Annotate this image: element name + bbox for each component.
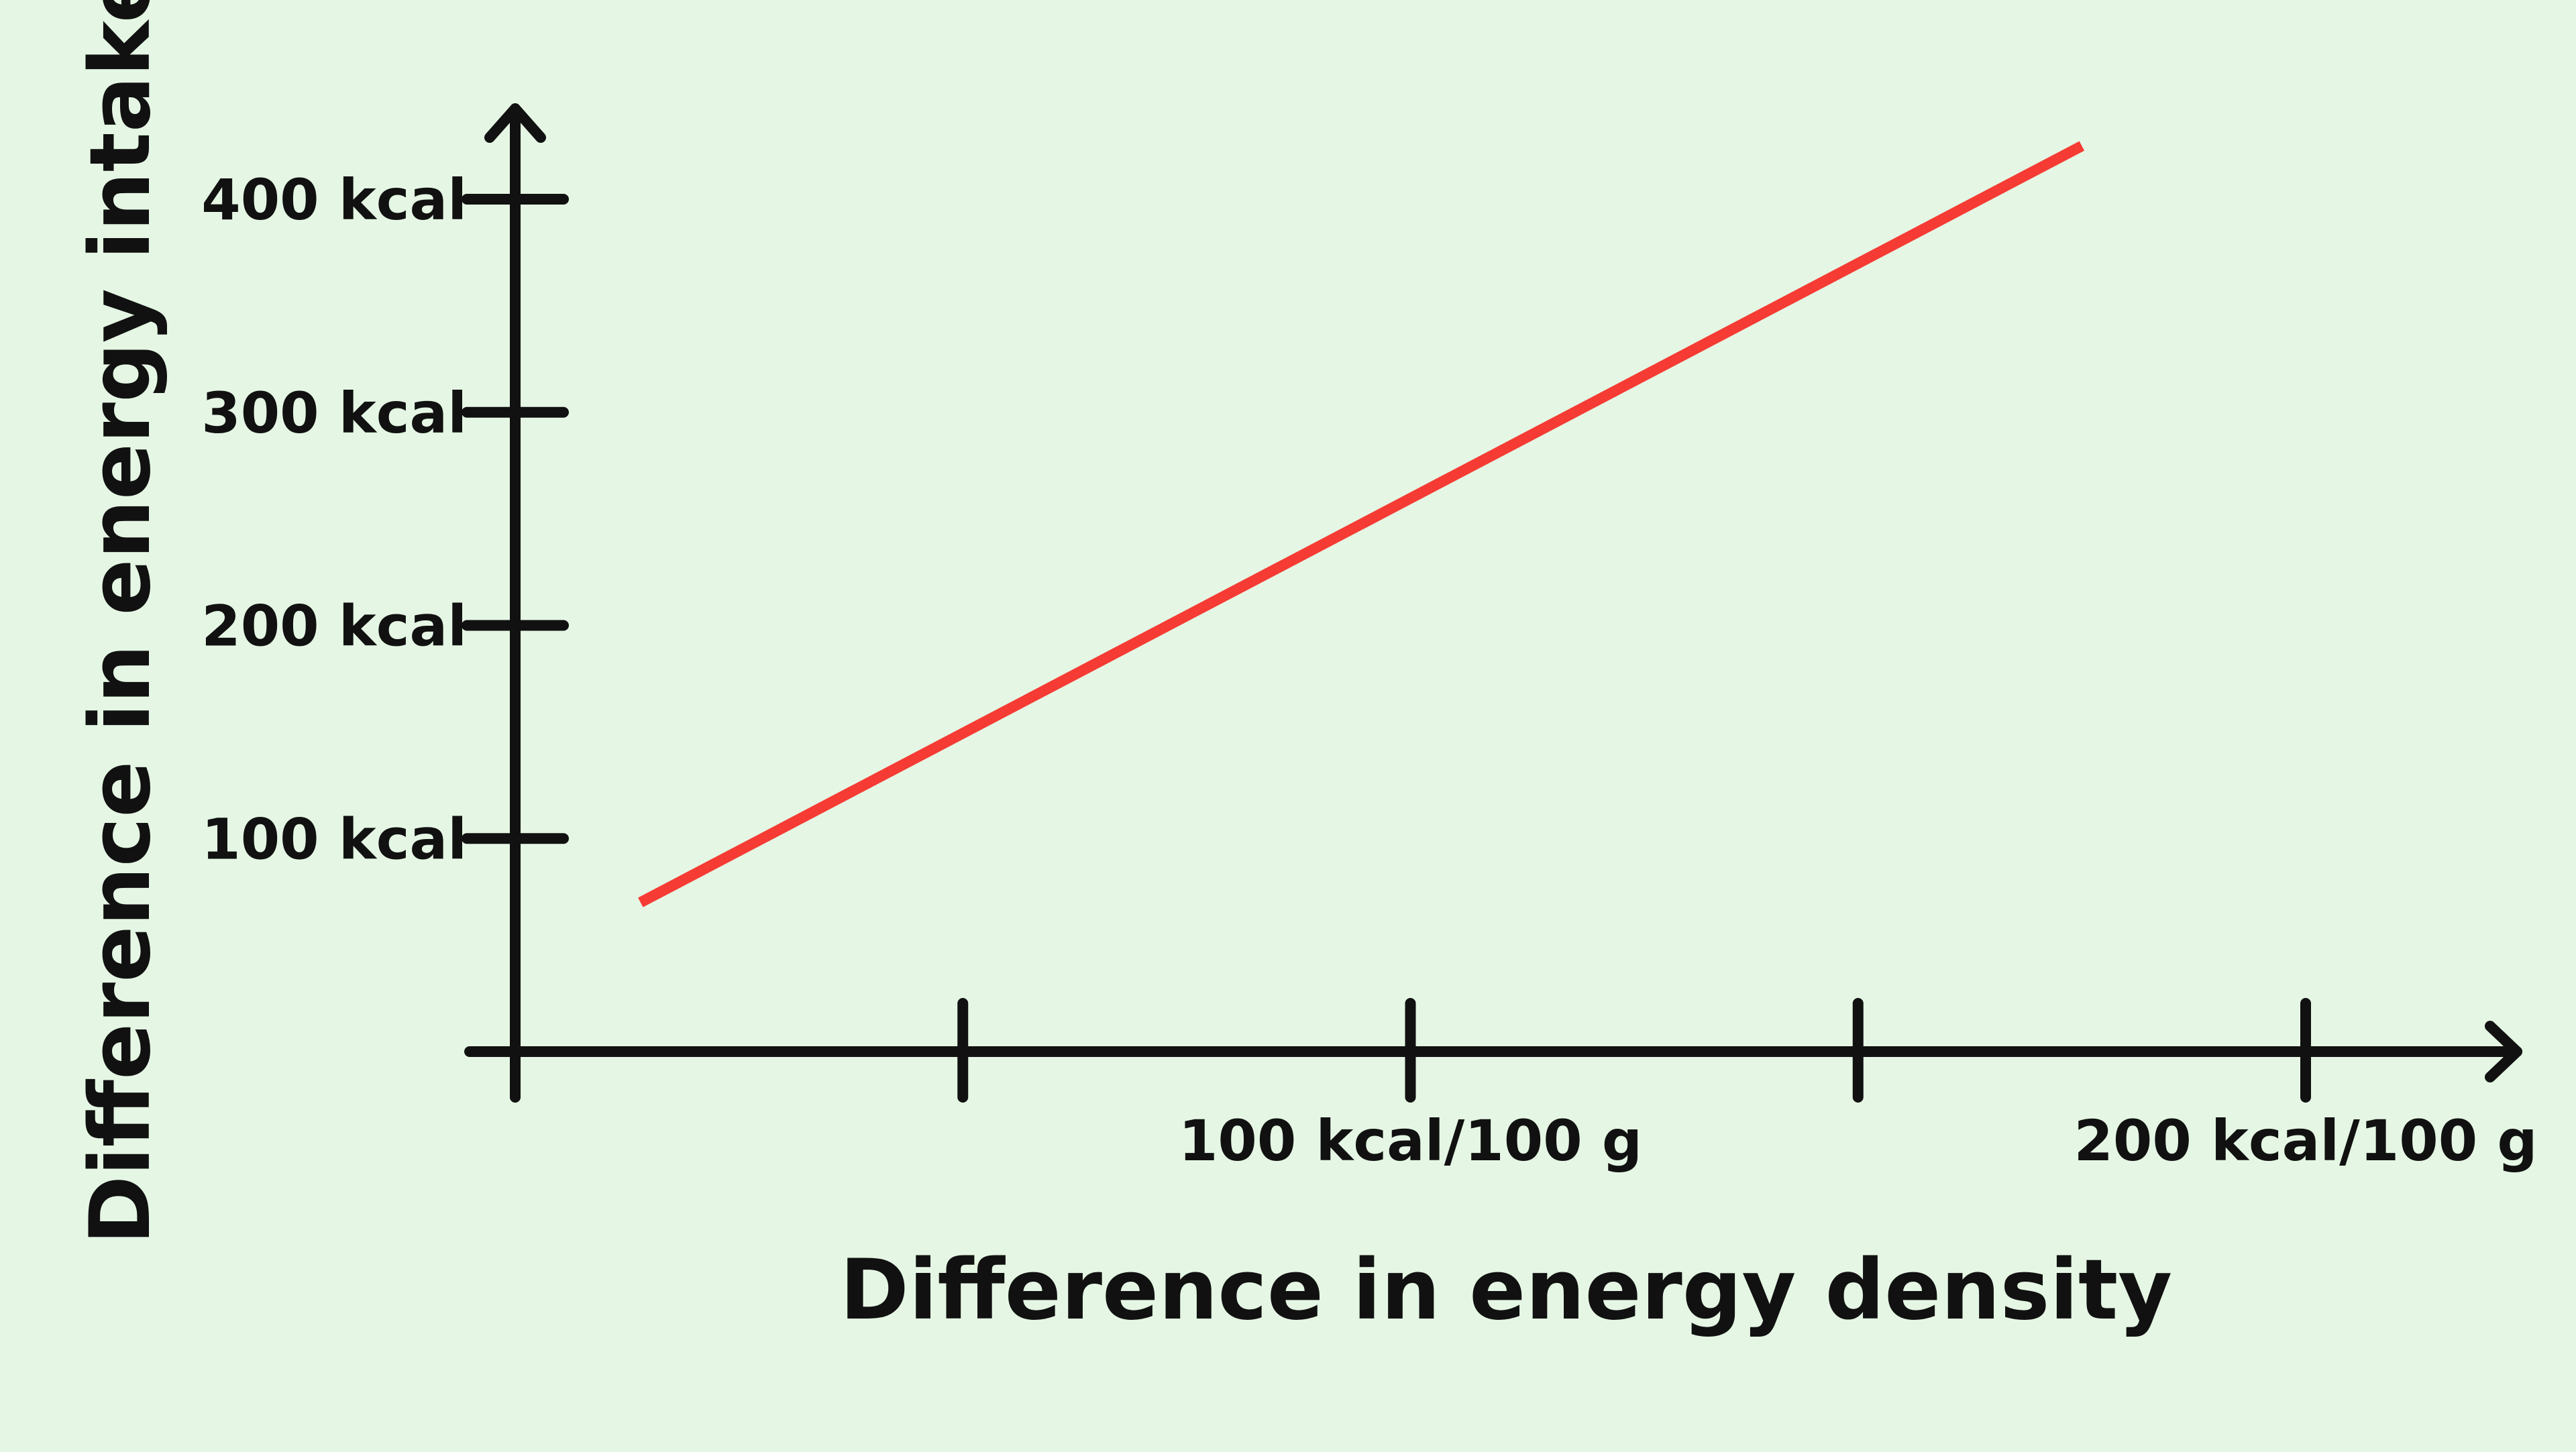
- x-tick-label: 100 kcal/100 g: [1179, 1108, 1642, 1174]
- series-line: [638, 141, 2085, 907]
- series: [638, 141, 2085, 907]
- y-axis-title: Difference in energy intake: [72, 0, 169, 1245]
- y-tick-label: 400 kcal: [201, 167, 467, 233]
- y-tick-label: 300 kcal: [201, 380, 467, 446]
- labels: Difference in energy density Difference …: [72, 0, 2538, 1339]
- y-axis-arrowhead: [484, 103, 546, 143]
- y-tick-label: 200 kcal: [201, 594, 467, 659]
- x-axis-arrowhead: [2485, 1021, 2522, 1082]
- x-tick-label: 200 kcal/100 g: [2074, 1108, 2537, 1174]
- x-axis-title: Difference in energy density: [840, 1242, 2172, 1339]
- ticks: [462, 194, 2311, 1103]
- axes: [464, 103, 2522, 1103]
- y-tick-label: 100 kcal: [201, 806, 467, 872]
